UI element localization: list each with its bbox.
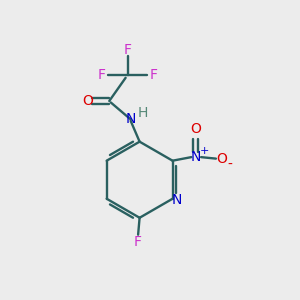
Text: H: H — [138, 106, 148, 120]
Text: F: F — [98, 68, 106, 82]
Text: +: + — [200, 146, 209, 156]
Text: O: O — [216, 152, 227, 166]
Text: F: F — [150, 68, 158, 82]
Text: F: F — [134, 235, 142, 249]
Text: N: N — [171, 193, 182, 207]
Text: N: N — [190, 150, 201, 164]
Text: F: F — [124, 44, 132, 57]
Text: O: O — [190, 122, 201, 136]
Text: O: O — [82, 94, 93, 108]
Text: N: N — [125, 112, 136, 126]
Text: -: - — [228, 158, 232, 172]
